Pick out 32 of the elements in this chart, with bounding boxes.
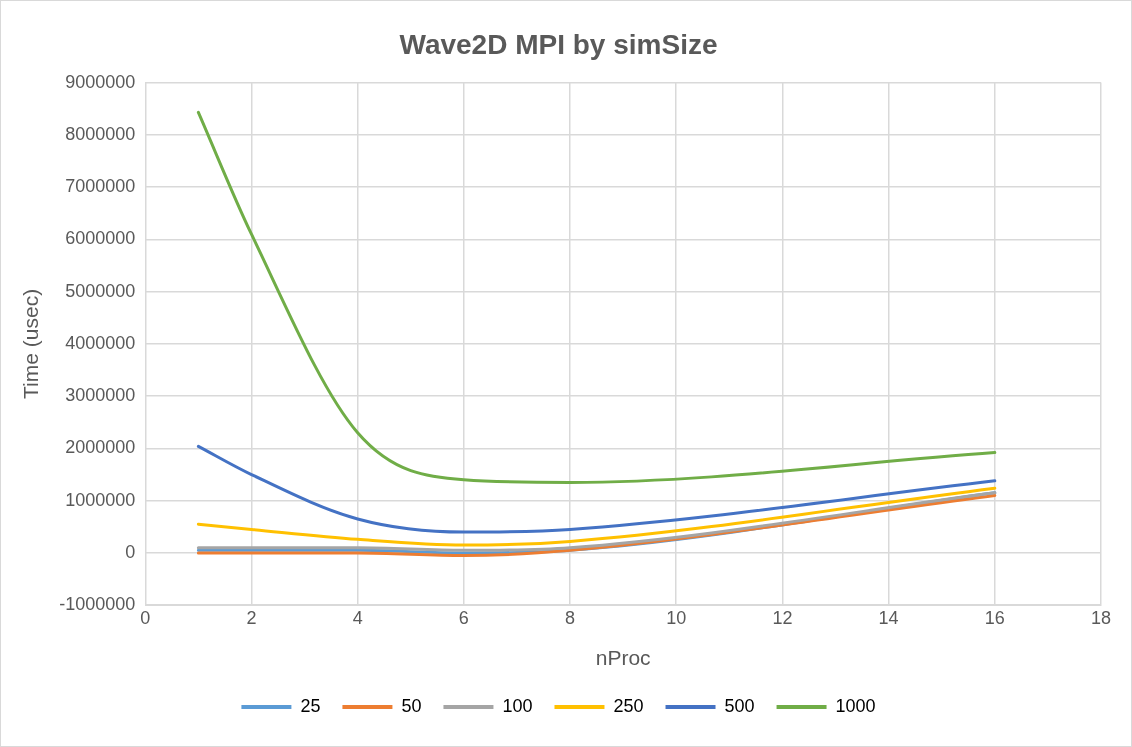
y-axis-title: Time (usec) xyxy=(19,288,43,399)
line-series xyxy=(196,444,997,534)
x-tick-label: 0 xyxy=(140,607,151,628)
x-axis-title: nProc xyxy=(595,646,651,670)
legend-label: 250 xyxy=(613,695,644,716)
x-tick-label: 16 xyxy=(984,607,1005,628)
y-tick-label: 1000000 xyxy=(65,489,136,510)
line-series xyxy=(196,110,997,484)
y-tick-label: 4000000 xyxy=(65,332,136,353)
y-tick-label: 9000000 xyxy=(65,71,136,92)
y-tick-label: 3000000 xyxy=(65,385,136,406)
legend-label: 25 xyxy=(300,695,321,716)
chart-title: Wave2D MPI by simSize xyxy=(399,28,718,60)
y-tick-label: 5000000 xyxy=(65,280,136,301)
legend-label: 100 xyxy=(502,695,533,716)
y-tick-label: -1000000 xyxy=(59,594,136,615)
x-tick-label: 6 xyxy=(458,607,469,628)
x-tick-label: 18 xyxy=(1090,607,1112,628)
y-tick-label: 6000000 xyxy=(65,228,136,249)
x-tick-label: 2 xyxy=(246,607,257,628)
x-tick-label: 10 xyxy=(666,607,687,628)
legend-label: 500 xyxy=(724,695,755,716)
x-tick-label: 14 xyxy=(878,607,899,628)
x-tick-label: 12 xyxy=(772,607,793,628)
legend-label: 1000 xyxy=(835,695,876,716)
x-tick-label: 4 xyxy=(352,607,363,628)
y-tick-label: 0 xyxy=(125,541,136,562)
x-tick-label: 8 xyxy=(565,607,576,628)
legend-label: 50 xyxy=(401,695,422,716)
y-tick-label: 8000000 xyxy=(65,123,136,144)
y-tick-label: 7000000 xyxy=(65,176,136,197)
y-tick-label: 2000000 xyxy=(65,437,136,458)
